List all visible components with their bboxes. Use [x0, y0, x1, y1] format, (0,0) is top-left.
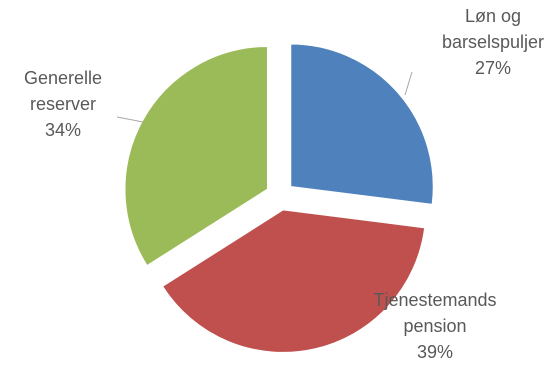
slice-label: Generelle reserver 34%	[24, 68, 102, 140]
slice-label: Løn og barselspuljer 27%	[442, 6, 544, 78]
pie-slices	[123, 42, 435, 354]
leader-line	[116, 116, 144, 123]
leader-line	[404, 71, 413, 96]
slice-labels: Løn og barselspuljer 27% Tjenestemands pensi…	[24, 6, 544, 362]
pie-slice	[123, 45, 269, 267]
slice-label: Tjenestemands pension 39%	[373, 290, 496, 362]
pie-slice	[161, 208, 426, 354]
leader-lines	[116, 71, 413, 123]
pie-slice	[289, 42, 435, 206]
